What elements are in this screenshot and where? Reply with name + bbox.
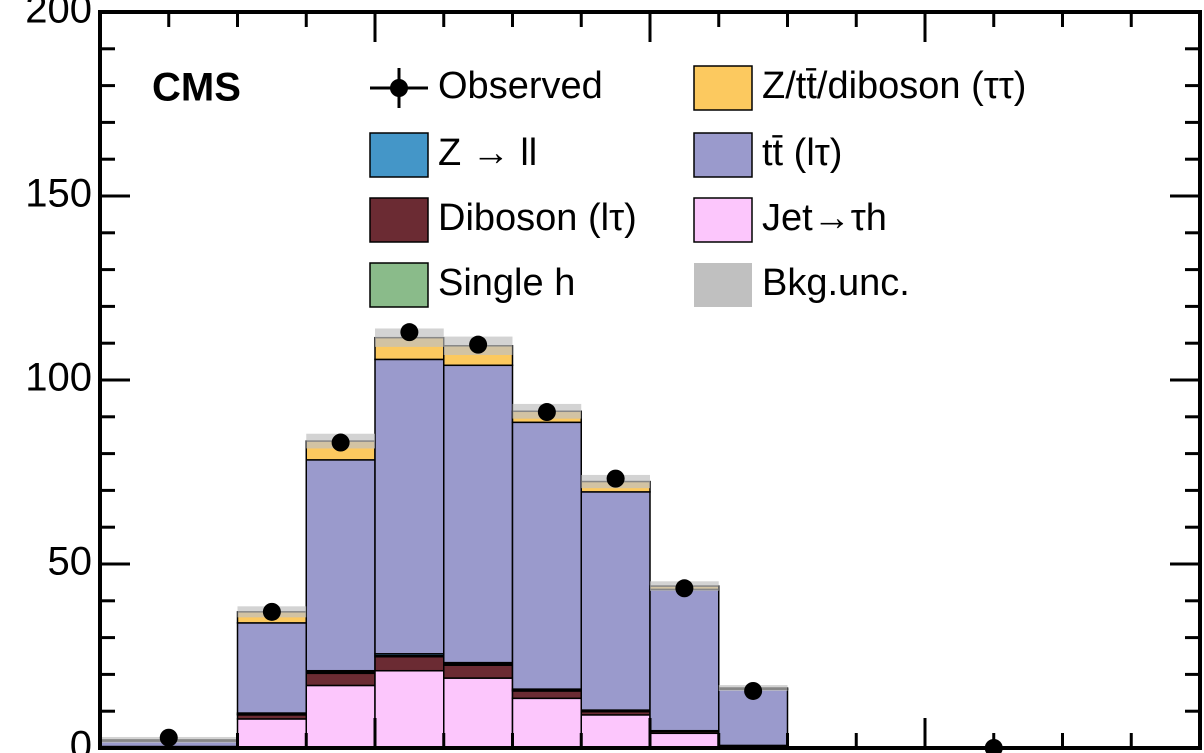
histogram-segment (443, 677, 514, 749)
observed-point (331, 433, 350, 452)
legend-label: Bkg.unc. (762, 262, 910, 304)
histogram-segment (374, 669, 445, 749)
legend-label: Z → ll (438, 132, 537, 174)
observed-point (262, 602, 281, 621)
histogram-segment (305, 672, 376, 687)
observed-point (537, 403, 556, 422)
histogram-segment (236, 718, 307, 749)
legend-swatch (369, 132, 429, 178)
histogram-segment (374, 358, 445, 655)
chart-title: CMS (152, 66, 241, 110)
legend-swatch (369, 262, 429, 308)
legend-label: Observed (438, 65, 603, 107)
histogram-segment (511, 697, 582, 749)
legend-swatch (693, 197, 753, 243)
histogram-segment (511, 690, 582, 700)
legend-marker (390, 79, 408, 97)
histogram-segment (649, 588, 720, 732)
observed-point (606, 469, 625, 488)
legend-label: tt̄ (lτ) (762, 132, 842, 174)
legend-label: Diboson (lτ) (438, 197, 637, 239)
legend-swatch (369, 197, 429, 243)
histogram-segment (649, 732, 720, 749)
legend-swatch (694, 263, 752, 307)
observed-point (469, 335, 488, 354)
legend-label: Z/tt̄/diboson (ττ) (762, 65, 1026, 107)
y-tick-label: 0 (70, 724, 92, 753)
y-tick-label: 150 (25, 172, 92, 216)
y-tick-label: 200 (25, 0, 92, 32)
y-tick-label: 50 (48, 540, 93, 584)
histogram-segment (305, 459, 376, 672)
observed-point (675, 579, 694, 598)
observed-point (744, 681, 763, 700)
histogram-segment (443, 364, 514, 664)
histogram-segment (580, 491, 651, 711)
histogram-segment (374, 655, 445, 672)
histogram-segment (236, 622, 307, 714)
legend-label: Single h (438, 262, 575, 304)
observed-point (400, 323, 419, 342)
legend-swatch (693, 132, 753, 178)
histogram-segment (718, 688, 789, 747)
y-tick-label: 100 (25, 356, 92, 400)
histogram-segment (511, 421, 582, 690)
histogram-segment (580, 714, 651, 749)
histogram-segment (443, 664, 514, 679)
legend-swatch (693, 65, 753, 111)
legend-label: Jet→τh (762, 197, 887, 239)
histogram-segment (305, 684, 376, 749)
